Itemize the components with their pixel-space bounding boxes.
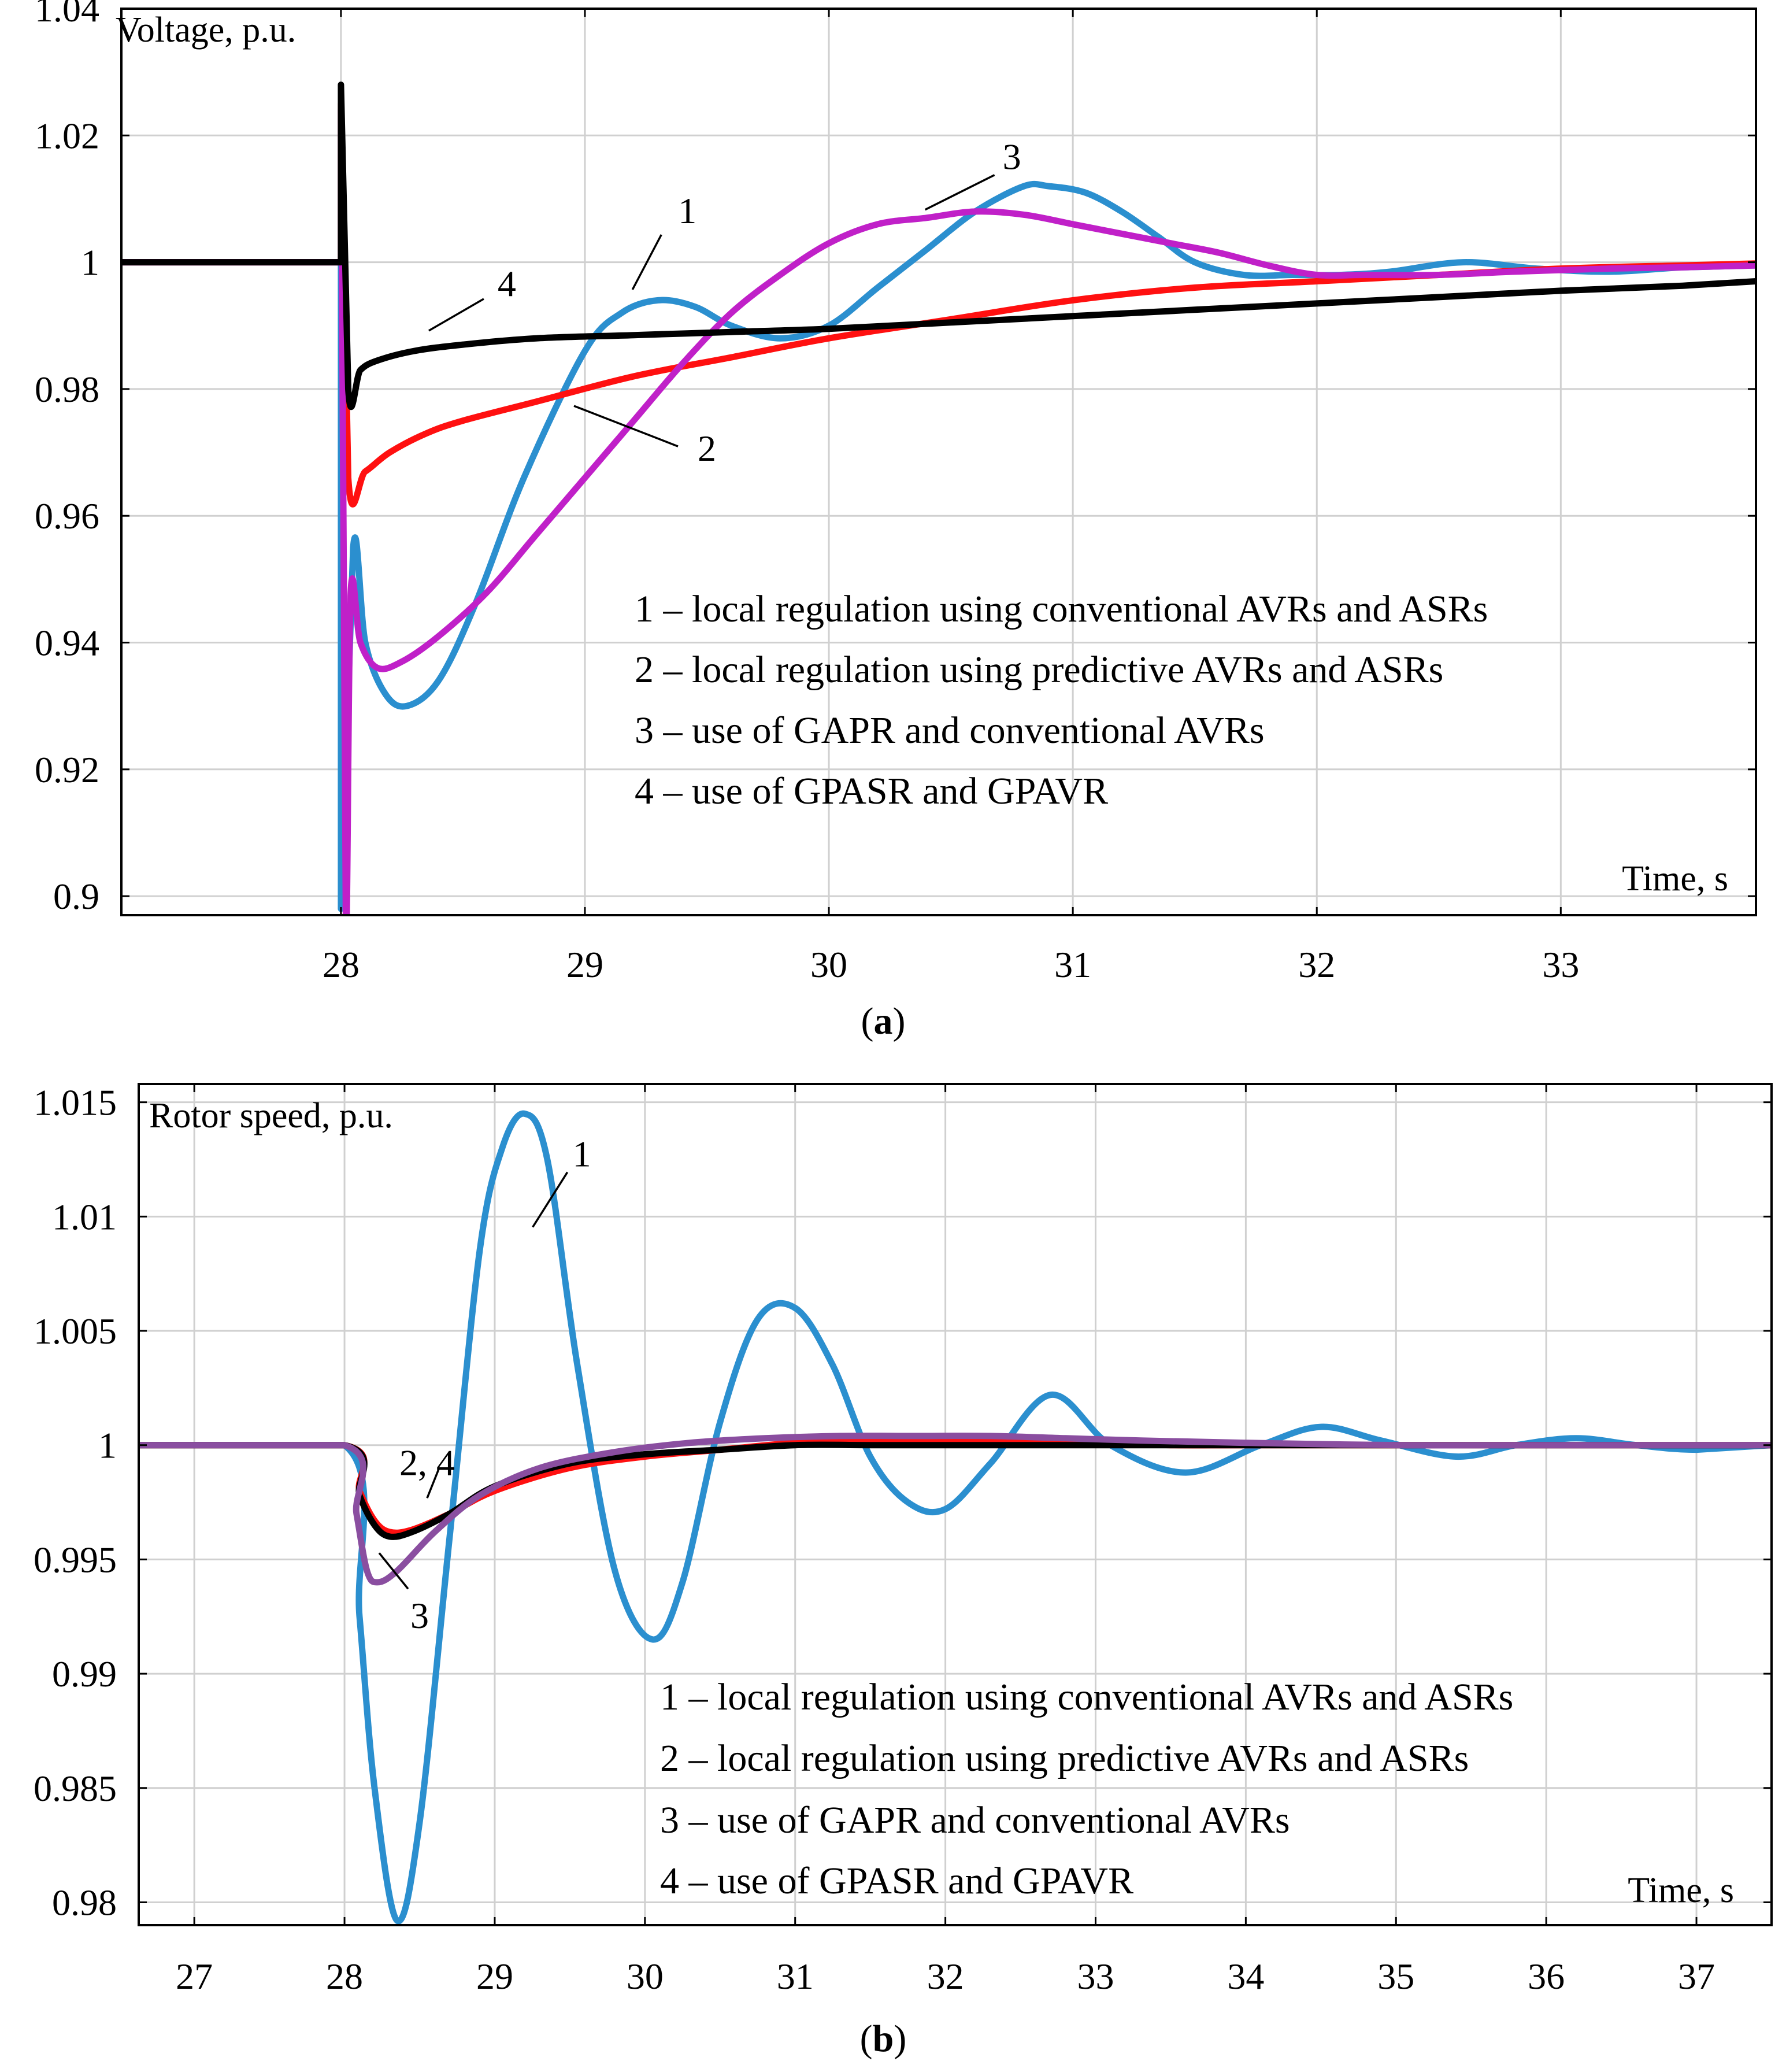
rotor-speed-legend-entry-4: 4 – use of GPASR and GPAVR — [660, 1860, 1133, 1902]
voltage-x-tick-label: 32 — [1298, 944, 1335, 985]
voltage-curve-label-leader — [428, 298, 484, 332]
voltage-series-2-line — [121, 101, 1756, 508]
voltage-y-axis-label: Voltage, p.u. — [116, 10, 296, 50]
rotor-speed-x-tick-label: 34 — [1227, 1956, 1264, 1997]
rotor-speed-curve-label: 1 — [573, 1134, 591, 1175]
voltage-chart-frame — [120, 8, 1757, 916]
voltage-panel-caption-letter: a — [874, 1000, 893, 1042]
rotor-speed-series-1-line — [139, 1110, 1772, 1925]
rotor-speed-x-tick-label: 30 — [627, 1956, 664, 1997]
rotor-speed-y-tick-label: 1.015 — [34, 1082, 117, 1123]
voltage-x-tick-label: 33 — [1542, 944, 1579, 985]
voltage-chart-series — [121, 82, 1756, 915]
rotor-speed-legend-entry-1: 1 – local regulation using conventional … — [660, 1676, 1513, 1718]
voltage-x-tick-label: 29 — [566, 944, 603, 985]
rotor-speed-y-tick-label: 0.98 — [52, 1882, 117, 1923]
voltage-x-axis-label: Time, s — [1622, 859, 1728, 898]
rotor-speed-curve-label: 2, 4 — [399, 1442, 455, 1483]
voltage-legend-entry-1: 1 – local regulation using conventional … — [635, 588, 1488, 630]
voltage-legend-entry-2: 2 – local regulation using predictive AV… — [635, 649, 1443, 691]
rotor-speed-curve-label-leader — [426, 1468, 440, 1498]
voltage-y-tick-label: 0.92 — [35, 749, 99, 790]
rotor-speed-y-tick-label: 1.005 — [34, 1311, 117, 1352]
rotor-speed-x-tick-label: 37 — [1678, 1956, 1715, 1997]
voltage-y-tick-label: 1 — [81, 242, 99, 283]
rotor-speed-y-tick-label: 0.995 — [34, 1539, 117, 1580]
rotor-speed-chart-ticks: 27 28 29 30 31 32 33 34 35 36 370.980.9850.990.995… — [34, 1082, 1772, 1997]
voltage-x-tick-label: 30 — [810, 944, 847, 985]
voltage-series-4-line — [121, 82, 1756, 410]
voltage-panel-caption: (a) — [861, 1000, 906, 1042]
rotor-speed-chart-series — [139, 1110, 1772, 1925]
voltage-curve-label: 2 — [698, 428, 716, 469]
rotor-speed-x-tick-label: 29 — [476, 1956, 513, 1997]
voltage-legend: 1 – local regulation using conventional … — [635, 588, 1488, 812]
rotor-speed-x-tick-label: 36 — [1528, 1956, 1565, 1997]
voltage-y-tick-label: 0.98 — [35, 369, 99, 410]
voltage-y-tick-label: 1.02 — [35, 115, 99, 156]
rotor-speed-legend: 1 – local regulation using conventional … — [660, 1676, 1513, 1902]
voltage-curve-label: 3 — [1003, 136, 1021, 177]
rotor-speed-y-axis-label: Rotor speed, p.u. — [149, 1096, 393, 1135]
rotor-speed-series-2-line — [139, 1437, 1772, 1536]
rotor-speed-series-4-line — [139, 1441, 1772, 1540]
voltage-curve-label-leader — [631, 234, 662, 290]
voltage-legend-entry-3: 3 – use of GAPR and conventional AVRs — [635, 709, 1265, 752]
rotor-speed-chart-frame — [138, 1083, 1773, 1926]
voltage-legend-entry-4: 4 – use of GPASR and GPAVR — [635, 770, 1108, 812]
rotor-speed-x-axis-label: Time, s — [1628, 1871, 1734, 1910]
voltage-series-3-line — [121, 106, 1756, 915]
rotor-speed-curve-label-leader — [532, 1171, 569, 1228]
rotor-speed-legend-entry-2: 2 – local regulation using predictive AV… — [660, 1737, 1469, 1779]
voltage-x-tick-label: 28 — [323, 944, 360, 985]
voltage-chart-panel: 28 29 30 31 32 330.90.920.940.960.9811.021.04… — [35, 0, 1757, 1042]
rotor-speed-legend-entry-3: 3 – use of GAPR and conventional AVRs — [660, 1799, 1290, 1841]
voltage-chart-annotations: 1 2 3 4 — [428, 136, 1021, 469]
rotor-speed-y-tick-label: 0.99 — [52, 1653, 117, 1694]
rotor-speed-y-tick-label: 0.985 — [34, 1768, 117, 1809]
rotor-speed-x-tick-label: 28 — [326, 1956, 363, 1997]
voltage-curve-label: 1 — [678, 190, 696, 231]
voltage-curve-label: 4 — [498, 263, 516, 304]
rotor-speed-y-tick-label: 1.01 — [52, 1196, 117, 1237]
voltage-y-tick-label: 1.04 — [35, 0, 99, 29]
rotor-speed-chart-panel: 27 28 29 30 31 32 33 34 35 36 370.980.9850.990.995… — [34, 1082, 1773, 2060]
rotor-speed-curve-label-leader — [378, 1552, 409, 1590]
rotor-speed-series-3-line — [139, 1433, 1772, 1586]
rotor-speed-x-tick-label: 27 — [176, 1956, 213, 1997]
rotor-speed-x-tick-label: 32 — [927, 1956, 964, 1997]
voltage-y-tick-label: 0.9 — [53, 876, 99, 917]
voltage-curve-label-leader — [924, 174, 995, 211]
rotor-speed-x-tick-label: 31 — [777, 1956, 814, 1997]
rotor-speed-y-tick-label: 1 — [98, 1425, 117, 1466]
voltage-y-tick-label: 0.96 — [35, 495, 99, 536]
voltage-y-tick-label: 0.94 — [35, 623, 99, 664]
voltage-curve-label-leader — [573, 405, 679, 447]
voltage-x-tick-label: 31 — [1054, 944, 1091, 985]
rotor-speed-panel-caption-letter: b — [873, 2018, 894, 2060]
rotor-speed-x-tick-label: 35 — [1377, 1956, 1414, 1997]
rotor-speed-curve-label: 3 — [410, 1595, 429, 1636]
rotor-speed-x-tick-label: 33 — [1077, 1956, 1114, 1997]
rotor-speed-panel-caption: (b) — [860, 2018, 907, 2060]
rotor-speed-chart-annotations: 1 2, 4 3 — [378, 1134, 591, 1636]
